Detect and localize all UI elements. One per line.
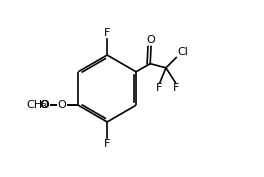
- Text: O: O: [58, 100, 66, 110]
- Text: O: O: [58, 100, 66, 110]
- Text: O: O: [147, 35, 155, 45]
- Text: F: F: [104, 28, 110, 38]
- Text: F: F: [156, 83, 162, 93]
- Text: O: O: [39, 100, 48, 110]
- Text: Cl: Cl: [177, 47, 188, 57]
- Text: F: F: [104, 139, 110, 149]
- Text: O: O: [58, 100, 66, 110]
- Text: OCH₃: OCH₃: [43, 105, 46, 106]
- Text: O: O: [40, 100, 49, 110]
- Text: F: F: [173, 83, 180, 93]
- Text: CH₃: CH₃: [27, 100, 47, 110]
